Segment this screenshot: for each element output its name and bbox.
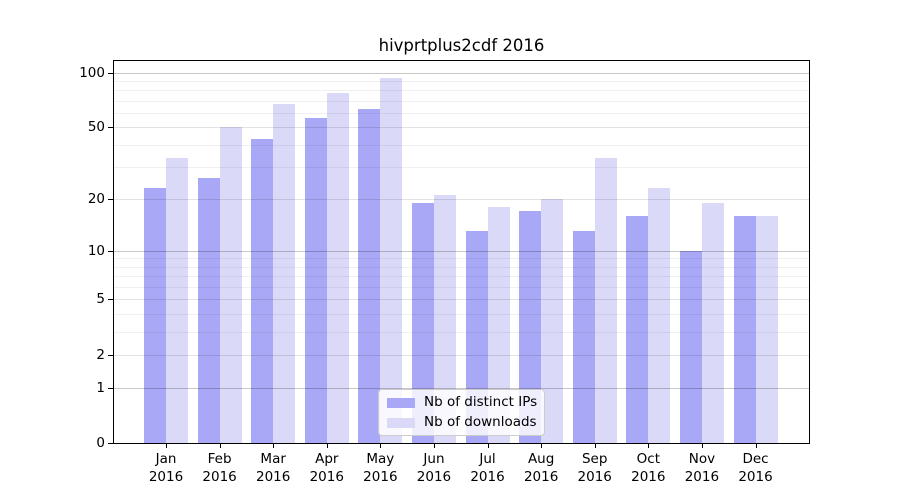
gridline-y-100: [114, 72, 809, 74]
gridline-y-40: [114, 144, 809, 146]
y-tick-label: 20: [87, 190, 105, 207]
gridline-y-70: [114, 100, 809, 102]
bar-distinct-ips: [679, 250, 702, 444]
y-tick-mark: [108, 72, 113, 74]
bar-downloads: [701, 202, 724, 444]
x-tick-mark: [701, 444, 703, 448]
y-tick-mark: [108, 299, 113, 301]
bar-distinct-ips: [733, 215, 756, 444]
gridline-y-80: [114, 90, 809, 92]
bar-downloads: [541, 198, 564, 444]
y-tick-label: 0: [96, 435, 105, 452]
x-tick-label: Sep 2016: [577, 451, 612, 485]
bar-downloads: [594, 157, 617, 444]
y-tick-mark: [108, 198, 113, 200]
x-tick-mark: [541, 444, 543, 448]
x-tick-label: Aug 2016: [523, 451, 559, 485]
legend-label-distinct-ips: Nb of distinct IPs: [424, 394, 538, 410]
x-tick-mark: [648, 444, 650, 448]
y-tick-label: 50: [87, 119, 105, 136]
x-tick-label: Jun 2016: [416, 451, 452, 485]
y-tick-label: 1: [96, 379, 105, 396]
bar-distinct-ips: [626, 215, 649, 444]
bar-downloads: [326, 93, 349, 444]
y-tick-label: 10: [87, 242, 105, 259]
x-tick-label: Jul 2016: [470, 451, 505, 485]
legend-swatch-distinct-ips: [387, 397, 415, 408]
bar-distinct-ips: [519, 211, 542, 444]
y-tick-label: 5: [96, 291, 105, 308]
gridline-y-60: [114, 113, 809, 114]
x-tick-label: Dec 2016: [738, 451, 773, 485]
bar-downloads: [273, 104, 296, 444]
x-tick-label: Feb 2016: [202, 451, 237, 485]
bar-distinct-ips: [304, 118, 327, 444]
x-tick-mark: [380, 444, 382, 448]
y-tick-mark: [108, 127, 113, 129]
bar-distinct-ips: [411, 202, 434, 444]
bar-downloads: [487, 206, 510, 444]
legend-item-distinct-ips: Nb of distinct IPs: [387, 394, 538, 410]
bar-distinct-ips: [251, 139, 274, 444]
bar-downloads: [219, 127, 242, 444]
x-tick-label: Jan 2016: [148, 451, 184, 485]
x-tick-label: Apr 2016: [309, 451, 344, 485]
x-tick-label: Oct 2016: [631, 451, 666, 485]
x-tick-label: Mar 2016: [255, 451, 291, 485]
legend-swatch-downloads: [387, 417, 415, 428]
x-tick-mark: [433, 444, 435, 448]
chart-title: hivprtplus2cdf 2016: [378, 36, 545, 55]
bar-downloads: [648, 187, 671, 444]
x-tick-label: Nov 2016: [684, 451, 720, 485]
legend-label-downloads: Nb of downloads: [424, 414, 537, 430]
x-tick-mark: [166, 444, 167, 448]
x-tick-mark: [326, 444, 328, 448]
bar-downloads: [166, 157, 188, 444]
y-tick-label: 2: [96, 347, 105, 364]
bar-distinct-ips: [197, 178, 220, 444]
y-tick-mark: [108, 387, 113, 389]
y-tick-label: 100: [79, 64, 105, 81]
y-tick-mark: [108, 443, 113, 445]
x-tick-mark: [594, 444, 596, 448]
legend: Nb of distinct IPs Nb of downloads: [378, 389, 545, 436]
x-tick-mark: [219, 444, 221, 448]
bar-downloads: [380, 78, 403, 444]
gridline-y-30: [114, 167, 809, 169]
gridline-y-90: [114, 80, 809, 82]
y-tick-mark: [108, 355, 113, 357]
bar-downloads: [755, 215, 778, 444]
bar-distinct-ips: [358, 109, 381, 444]
x-tick-mark: [755, 444, 757, 448]
x-tick-mark: [487, 444, 489, 448]
bar-distinct-ips: [144, 187, 166, 444]
x-tick-mark: [273, 444, 275, 448]
bar-distinct-ips: [572, 231, 595, 444]
gridline-y-50: [114, 127, 809, 129]
y-tick-mark: [108, 250, 113, 252]
legend-item-downloads: Nb of downloads: [387, 414, 537, 430]
bar-downloads: [433, 194, 456, 444]
x-tick-label: May 2016: [363, 451, 398, 485]
